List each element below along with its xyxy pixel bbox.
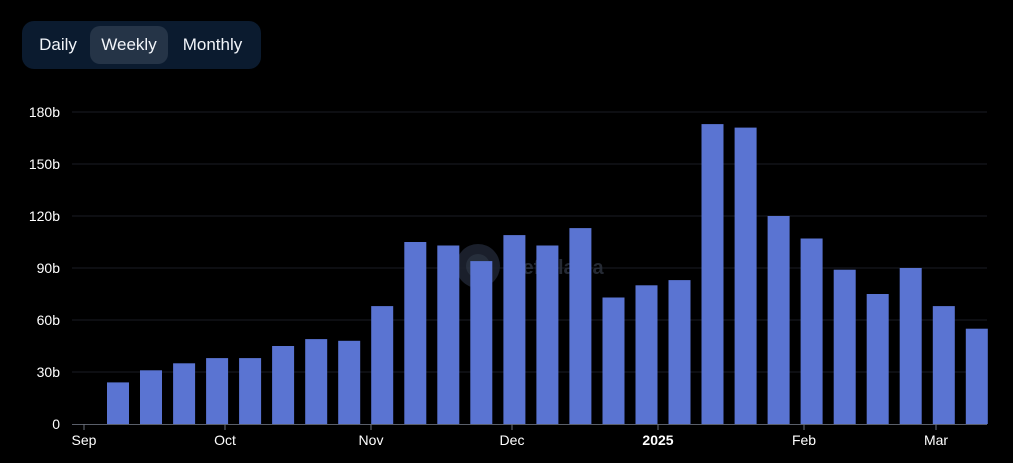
bar[interactable]	[833, 269, 856, 424]
x-axis: Sep Oct Nov Dec 2025 Feb Mar	[72, 424, 987, 448]
x-tick-label: Feb	[792, 432, 816, 448]
bar[interactable]	[437, 245, 460, 425]
bar[interactable]	[635, 285, 658, 424]
bar[interactable]	[371, 306, 394, 424]
bar[interactable]	[866, 294, 889, 424]
bar[interactable]	[140, 370, 162, 424]
y-tick-label: 0	[52, 416, 60, 432]
bar[interactable]	[602, 297, 625, 425]
x-tick-label: Sep	[72, 432, 97, 448]
bar[interactable]	[800, 238, 823, 425]
bar[interactable]	[767, 216, 790, 424]
bar[interactable]	[965, 328, 988, 424]
y-tick-label: 30b	[37, 364, 61, 380]
y-tick-label: 90b	[37, 260, 61, 276]
bar[interactable]	[107, 382, 129, 424]
bar[interactable]	[899, 268, 922, 424]
x-tick-label: Oct	[214, 432, 236, 448]
bar[interactable]	[932, 306, 955, 424]
y-tick-label: 180b	[29, 104, 60, 120]
x-tick-label: Nov	[359, 432, 384, 448]
toggle-daily-button[interactable]: Daily	[39, 35, 77, 54]
bar[interactable]	[338, 340, 361, 424]
bars	[107, 124, 988, 424]
bar[interactable]	[173, 363, 196, 424]
bar[interactable]	[668, 280, 691, 424]
bar[interactable]	[305, 339, 328, 424]
bar[interactable]	[206, 358, 229, 424]
bar[interactable]	[272, 346, 295, 424]
toggle-monthly-button[interactable]: Monthly	[182, 35, 243, 54]
x-tick-label: Dec	[500, 432, 525, 448]
y-axis-labels: 0 30b 60b 90b 120b 150b 180b	[29, 104, 60, 432]
bar[interactable]	[536, 245, 559, 425]
bar[interactable]	[701, 124, 724, 424]
y-tick-label: 150b	[29, 156, 60, 172]
bar[interactable]	[470, 261, 493, 424]
x-tick-label: 2025	[642, 432, 673, 448]
bar[interactable]	[503, 235, 526, 424]
y-tick-label: 60b	[37, 312, 61, 328]
y-tick-label: 120b	[29, 208, 60, 224]
bar[interactable]	[569, 228, 592, 424]
bar[interactable]	[404, 242, 427, 424]
timeframe-toggle: Daily Weekly Monthly	[22, 21, 261, 69]
bar[interactable]	[734, 127, 757, 424]
x-tick-label: Mar	[924, 432, 948, 448]
toggle-weekly-button[interactable]: Weekly	[90, 26, 168, 64]
bar[interactable]	[239, 358, 262, 424]
